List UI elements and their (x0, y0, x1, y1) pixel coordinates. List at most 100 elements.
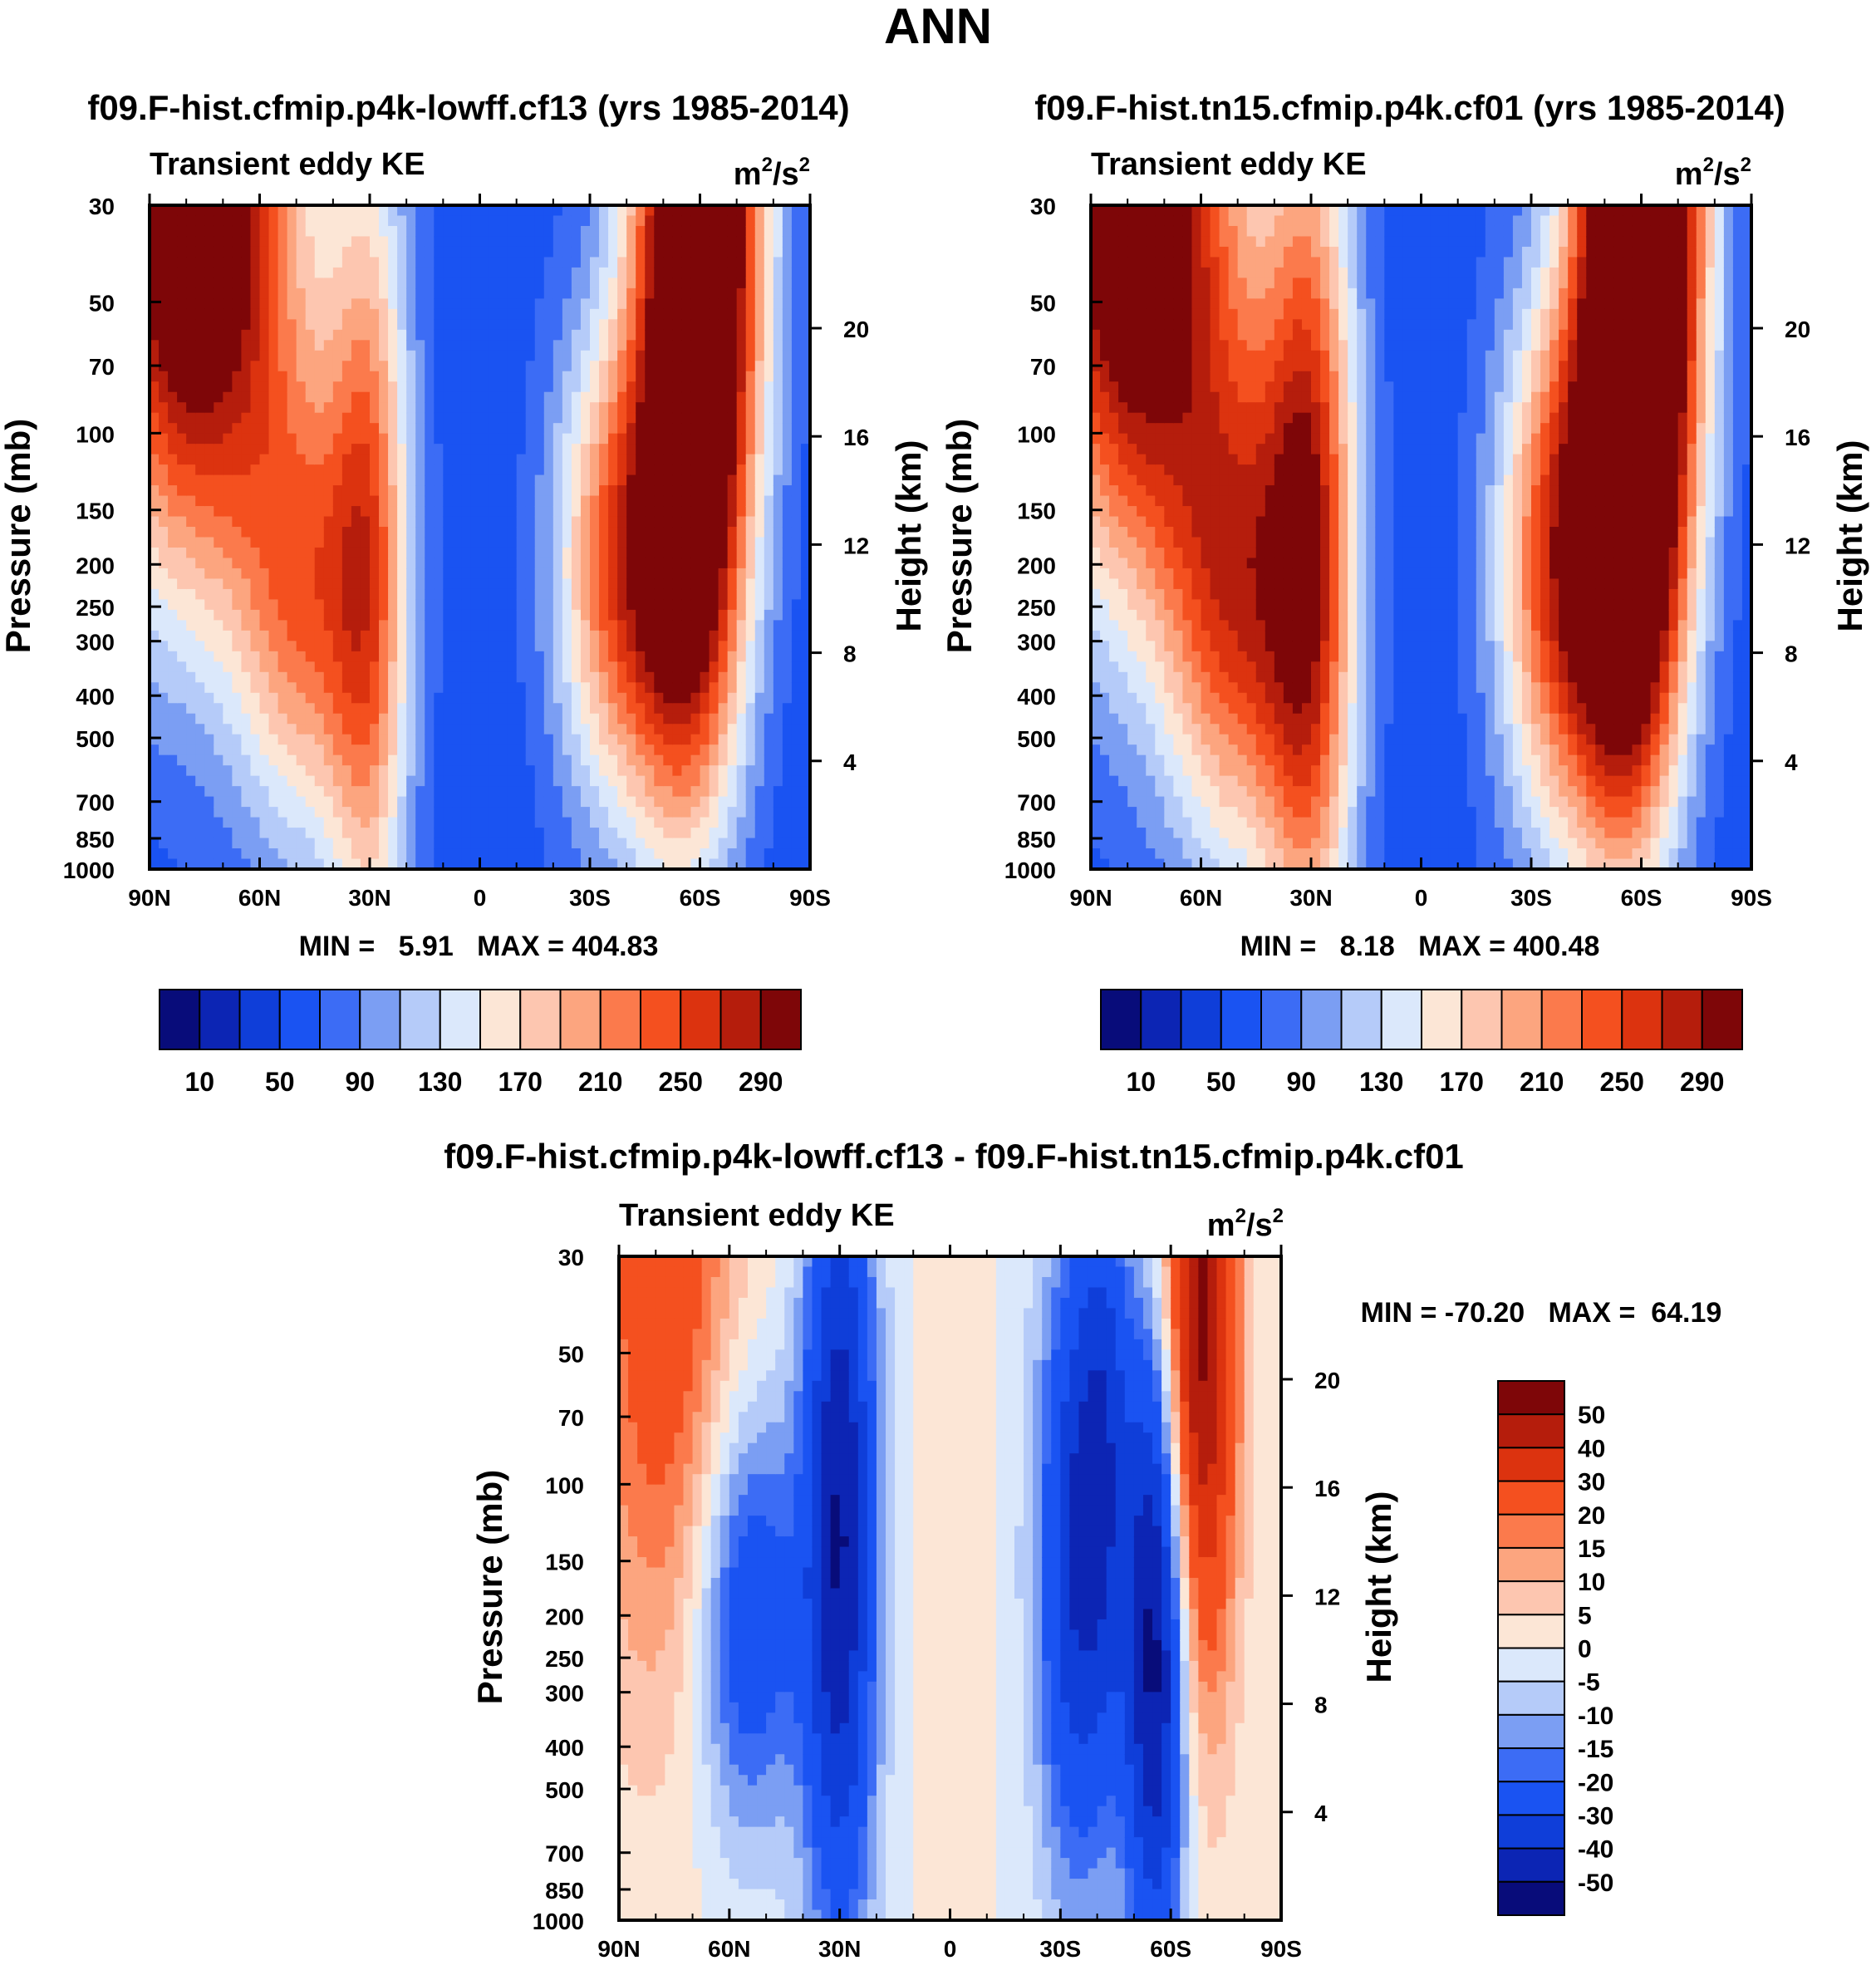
heatmap-cell (470, 434, 480, 445)
heatmap-cell (498, 672, 508, 683)
heatmap-cell (783, 724, 793, 735)
heatmap-cell (443, 381, 453, 392)
heatmap-cell (297, 434, 307, 445)
heatmap-cell (241, 517, 251, 528)
heatmap-cell (544, 807, 554, 818)
heatmap-cell (645, 838, 655, 849)
heatmap-cell (728, 423, 738, 434)
heatmap-cell (783, 319, 793, 330)
heatmap-cell (204, 257, 214, 268)
heatmap-cell (461, 568, 471, 579)
heatmap-cell (700, 724, 710, 735)
heatmap-cell (388, 735, 398, 745)
heatmap-cell (361, 568, 371, 579)
heatmap-cell (562, 578, 572, 589)
heatmap-cell (177, 672, 187, 683)
height-tick-label: 8 (843, 641, 857, 667)
heatmap-cell (223, 268, 233, 278)
heatmap-cell (581, 838, 591, 849)
heatmap-cell (186, 641, 196, 651)
heatmap-cell (406, 724, 416, 735)
heatmap-cell (379, 703, 389, 714)
heatmap-cell (544, 485, 554, 496)
heatmap-cell (773, 454, 783, 465)
heatmap-cell (544, 288, 554, 299)
colorbar-box (440, 990, 480, 1049)
heatmap-cell (415, 506, 425, 517)
heatmap-cell (710, 215, 719, 226)
heatmap-cell (452, 298, 462, 309)
heatmap-cell (681, 361, 691, 371)
heatmap-cell (572, 236, 582, 247)
heatmap-cell (434, 744, 444, 755)
heatmap-cell (388, 454, 398, 465)
heatmap-cell (388, 351, 398, 361)
heatmap-cell (434, 527, 444, 538)
heatmap-cell (517, 423, 527, 434)
heatmap-cell (645, 257, 655, 268)
heatmap-cell (654, 402, 664, 413)
heatmap-cell (159, 247, 169, 258)
heatmap-cell (544, 361, 554, 371)
heatmap-cell (425, 454, 435, 465)
heatmap-cell (737, 361, 747, 371)
heatmap-cell (526, 599, 536, 610)
heatmap-cell (581, 475, 591, 486)
heatmap-cell (333, 620, 343, 631)
heatmap-cell (572, 548, 582, 558)
heatmap-cell (764, 288, 774, 299)
heatmap-cell (672, 288, 682, 299)
heatmap-cell (177, 631, 187, 641)
heatmap-cell (681, 599, 691, 610)
heatmap-cell (351, 558, 361, 568)
heatmap-cell (783, 548, 793, 558)
panel-2-title: f09.F-hist.tn15.cfmip.p4k.cf01 (yrs 1985… (1034, 88, 1785, 127)
heatmap-cell (728, 848, 738, 859)
heatmap-cell (746, 848, 756, 859)
heatmap-cell (508, 807, 518, 818)
heatmap-cell (434, 610, 444, 621)
heatmap-cell (324, 309, 334, 320)
heatmap-cell (168, 527, 178, 538)
heatmap-cell (599, 548, 609, 558)
heatmap-cell (342, 381, 352, 392)
heatmap-cell (710, 247, 719, 258)
heatmap-cell (572, 506, 582, 517)
heatmap-cell (710, 454, 719, 465)
heatmap-cell (636, 288, 646, 299)
heatmap-cell (342, 454, 352, 465)
heatmap-cell (214, 672, 223, 683)
heatmap-cell (177, 215, 187, 226)
heatmap-cell (241, 755, 251, 766)
heatmap-cell (379, 589, 389, 600)
heatmap-cell (269, 506, 279, 517)
heatmap-cell (626, 828, 636, 838)
colorbar-label: 130 (418, 1067, 462, 1097)
heatmap-cell (351, 838, 361, 849)
heatmap-cell (681, 838, 691, 849)
heatmap-cell (415, 631, 425, 641)
heatmap-cell (746, 288, 756, 299)
heatmap-cell (177, 589, 187, 600)
heatmap-cell (608, 402, 618, 413)
heatmap-cell (728, 838, 738, 849)
heatmap-cell (783, 735, 793, 745)
heatmap-cell (397, 538, 407, 548)
heatmap-cell (489, 714, 499, 725)
heatmap-cell (572, 392, 582, 403)
heatmap-cell (480, 413, 490, 424)
heatmap-cell (626, 682, 636, 693)
heatmap-cell (710, 661, 719, 672)
heatmap-cell (269, 464, 279, 475)
heatmap-cell (755, 538, 765, 548)
heatmap-cell (535, 538, 545, 548)
heatmap-cell (195, 568, 205, 579)
heatmap-cell (590, 330, 600, 341)
heatmap-cell (526, 693, 536, 704)
heatmap-cell (232, 735, 242, 745)
heatmap-cell (562, 298, 572, 309)
heatmap-cell (415, 392, 425, 403)
heatmap-cell (783, 215, 793, 226)
heatmap-cell (351, 226, 361, 237)
heatmap-cell (700, 848, 710, 859)
